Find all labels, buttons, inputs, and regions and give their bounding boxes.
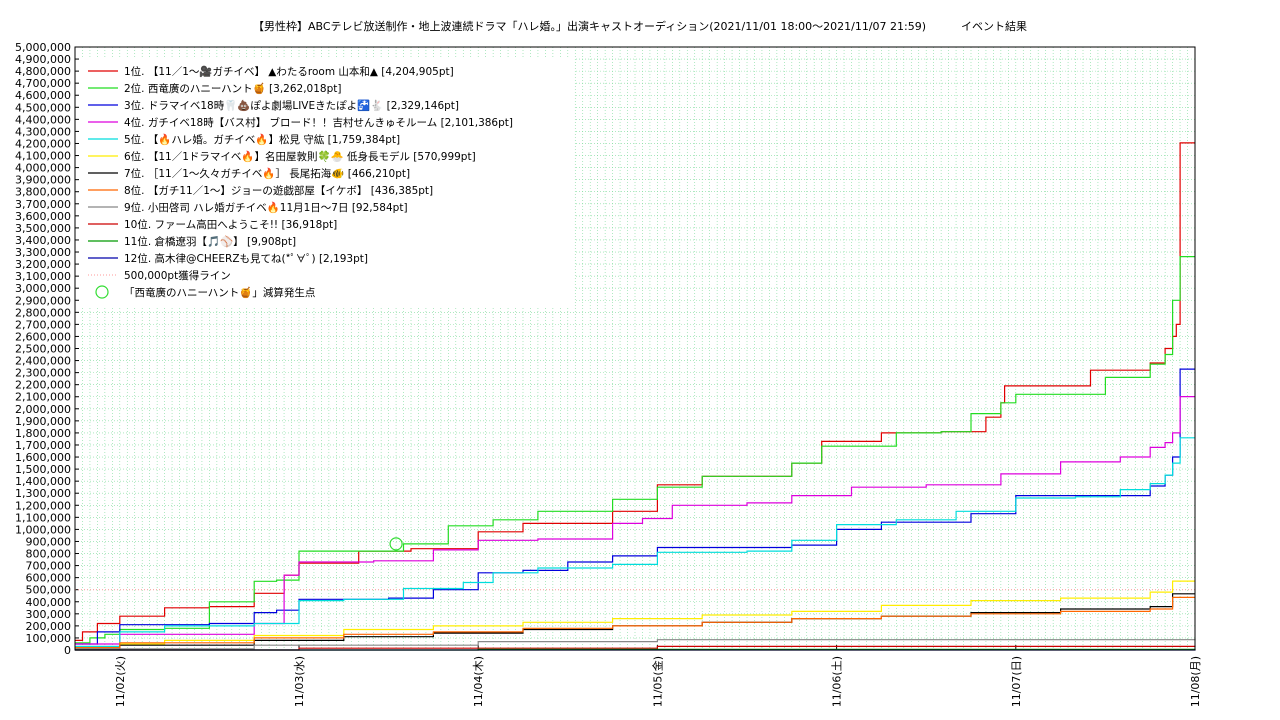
y-tick-label: 3,800,000 (15, 186, 71, 199)
series-line-3 (75, 368, 1195, 645)
plot-frame (74, 46, 1196, 651)
y-tick-label: 3,900,000 (15, 174, 71, 187)
series-line-6 (75, 580, 1195, 649)
y-tick-label: 3,400,000 (15, 234, 71, 247)
y-tick-label: 100,000 (26, 632, 72, 645)
x-tick-label: 11/02(火) (114, 656, 127, 707)
y-tick-label: 2,000,000 (15, 403, 71, 416)
y-tick-label: 4,900,000 (15, 53, 71, 66)
y-tick-label: 1,000,000 (15, 523, 71, 536)
y-tick-label: 2,600,000 (15, 330, 71, 343)
chart-title: 【男性枠】ABCテレビ放送制作・地上波連続ドラマ「ハレ婚。」出演キャストオーディ… (252, 20, 1028, 33)
legend-label: 6位. 【11／1ドラマイベ🔥】名田屋敦則🍀🐣 低身長モデル [570,999p… (124, 150, 476, 163)
legend-label: 8位. 【ガチ11／1〜】ジョーの遊戯部屋【イケボ】 [436,385pt] (124, 184, 433, 197)
y-tick-label: 2,800,000 (15, 306, 71, 319)
x-tick-label: 11/06(土) (831, 656, 844, 707)
x-tick-label: 11/07(日) (1010, 656, 1023, 707)
y-tick-label: 2,400,000 (15, 355, 71, 368)
y-tick-label: 5,000,000 (15, 41, 71, 54)
y-tick-label: 3,500,000 (15, 222, 71, 235)
y-tick-label: 1,600,000 (15, 451, 71, 464)
y-tick-label: 4,300,000 (15, 125, 71, 138)
y-tick-label: 4,800,000 (15, 65, 71, 78)
x-tick-label: 11/08(月) (1189, 656, 1202, 707)
y-tick-label: 4,600,000 (15, 89, 71, 102)
y-tick-label: 1,300,000 (15, 487, 71, 500)
y-tick-label: 900,000 (26, 535, 72, 548)
legend-label: 11位. 倉橋遼羽【🎵⚾】 [9,908pt] (124, 235, 296, 248)
legend-label: 1位. 【11／1〜🎥ガチイベ】 ▲わたるroom 山本和▲ [4,204,90… (124, 65, 454, 78)
series-line-4 (75, 396, 1195, 645)
y-tick-label: 2,700,000 (15, 318, 71, 331)
y-tick-label: 4,100,000 (15, 150, 71, 163)
legend-swatch (95, 285, 109, 299)
x-tick-label: 11/05(金) (650, 656, 664, 707)
legend-label: 3位. ドラマイベ18時🦷💩ぽよ劇場LIVEきたぽよ🚰🐇 [2,329,146p… (124, 99, 459, 112)
y-tick-label: 500,000 (26, 584, 72, 597)
deduction-marker (389, 537, 403, 551)
y-tick-label: 200,000 (26, 620, 72, 633)
y-tick-label: 3,200,000 (15, 258, 71, 271)
y-tick-label: 1,200,000 (15, 499, 71, 512)
legend-label: 2位. 西竜廣のハニーハント🍯 [3,262,018pt] (124, 82, 341, 95)
series-line-2 (75, 256, 1195, 644)
y-tick-label: 600,000 (26, 572, 72, 585)
y-tick-label: 300,000 (26, 608, 72, 621)
legend-label: 「西竜廣のハニーハント🍯」減算発生点 (124, 286, 315, 299)
y-tick-label: 3,600,000 (15, 210, 71, 223)
y-tick-label: 4,700,000 (15, 77, 71, 90)
y-tick-label: 400,000 (26, 596, 72, 609)
legend-label: 5位. 【🔥ハレ婚。ガチイベ🔥】松見 守紘 [1,759,384pt] (124, 133, 400, 146)
y-tick-label: 0 (64, 644, 71, 657)
y-tick-label: 4,200,000 (15, 137, 71, 150)
y-tick-label: 1,800,000 (15, 427, 71, 440)
y-tick-label: 2,300,000 (15, 367, 71, 380)
y-tick-label: 700,000 (26, 560, 72, 573)
y-tick-label: 1,900,000 (15, 415, 71, 428)
legend-box (79, 57, 574, 307)
y-tick-label: 1,400,000 (15, 475, 71, 488)
y-tick-label: 1,500,000 (15, 463, 71, 476)
x-tick-label: 11/03(水) (293, 656, 306, 707)
legend-label: 10位. ファーム高田へようこそ!! [36,918pt] (124, 218, 337, 231)
y-tick-label: 3,100,000 (15, 270, 71, 283)
y-tick-label: 2,200,000 (15, 379, 71, 392)
legend-label: 7位. ［11／1〜久々ガチイベ🔥］ 長尾拓海🐠 [466,210pt] (124, 167, 410, 180)
series-line-5 (75, 437, 1195, 647)
y-tick-label: 4,500,000 (15, 101, 71, 114)
y-tick-label: 1,100,000 (15, 511, 71, 524)
series-line-9 (75, 638, 1196, 650)
y-tick-label: 2,100,000 (15, 391, 71, 404)
y-tick-label: 3,700,000 (15, 198, 71, 211)
y-tick-label: 2,500,000 (15, 343, 71, 356)
legend-label: 12位. 高木律@CHEERZも見てね(*ﾟ∀ﾟ) [2,193pt] (124, 252, 368, 265)
y-tick-label: 3,300,000 (15, 246, 71, 259)
legend-label: 9位. 小田啓司 ハレ婚ガチイベ🔥11月1日〜7日 [92,584pt] (124, 201, 408, 214)
y-tick-label: 3,000,000 (15, 282, 71, 295)
legend-label: 4位. ガチイベ18時【バス村】 ブロード！！吉村せんきゅそルーム [2,101… (124, 116, 513, 129)
series-line-8 (75, 596, 1195, 649)
y-tick-label: 800,000 (26, 548, 72, 561)
y-tick-label: 4,400,000 (15, 113, 71, 126)
legend-label: 500,000pt獲得ライン (124, 269, 231, 282)
x-tick-label: 11/04(木) (472, 656, 485, 707)
y-tick-label: 4,000,000 (15, 162, 71, 175)
y-tick-label: 2,900,000 (15, 294, 71, 307)
y-tick-label: 1,700,000 (15, 439, 71, 452)
